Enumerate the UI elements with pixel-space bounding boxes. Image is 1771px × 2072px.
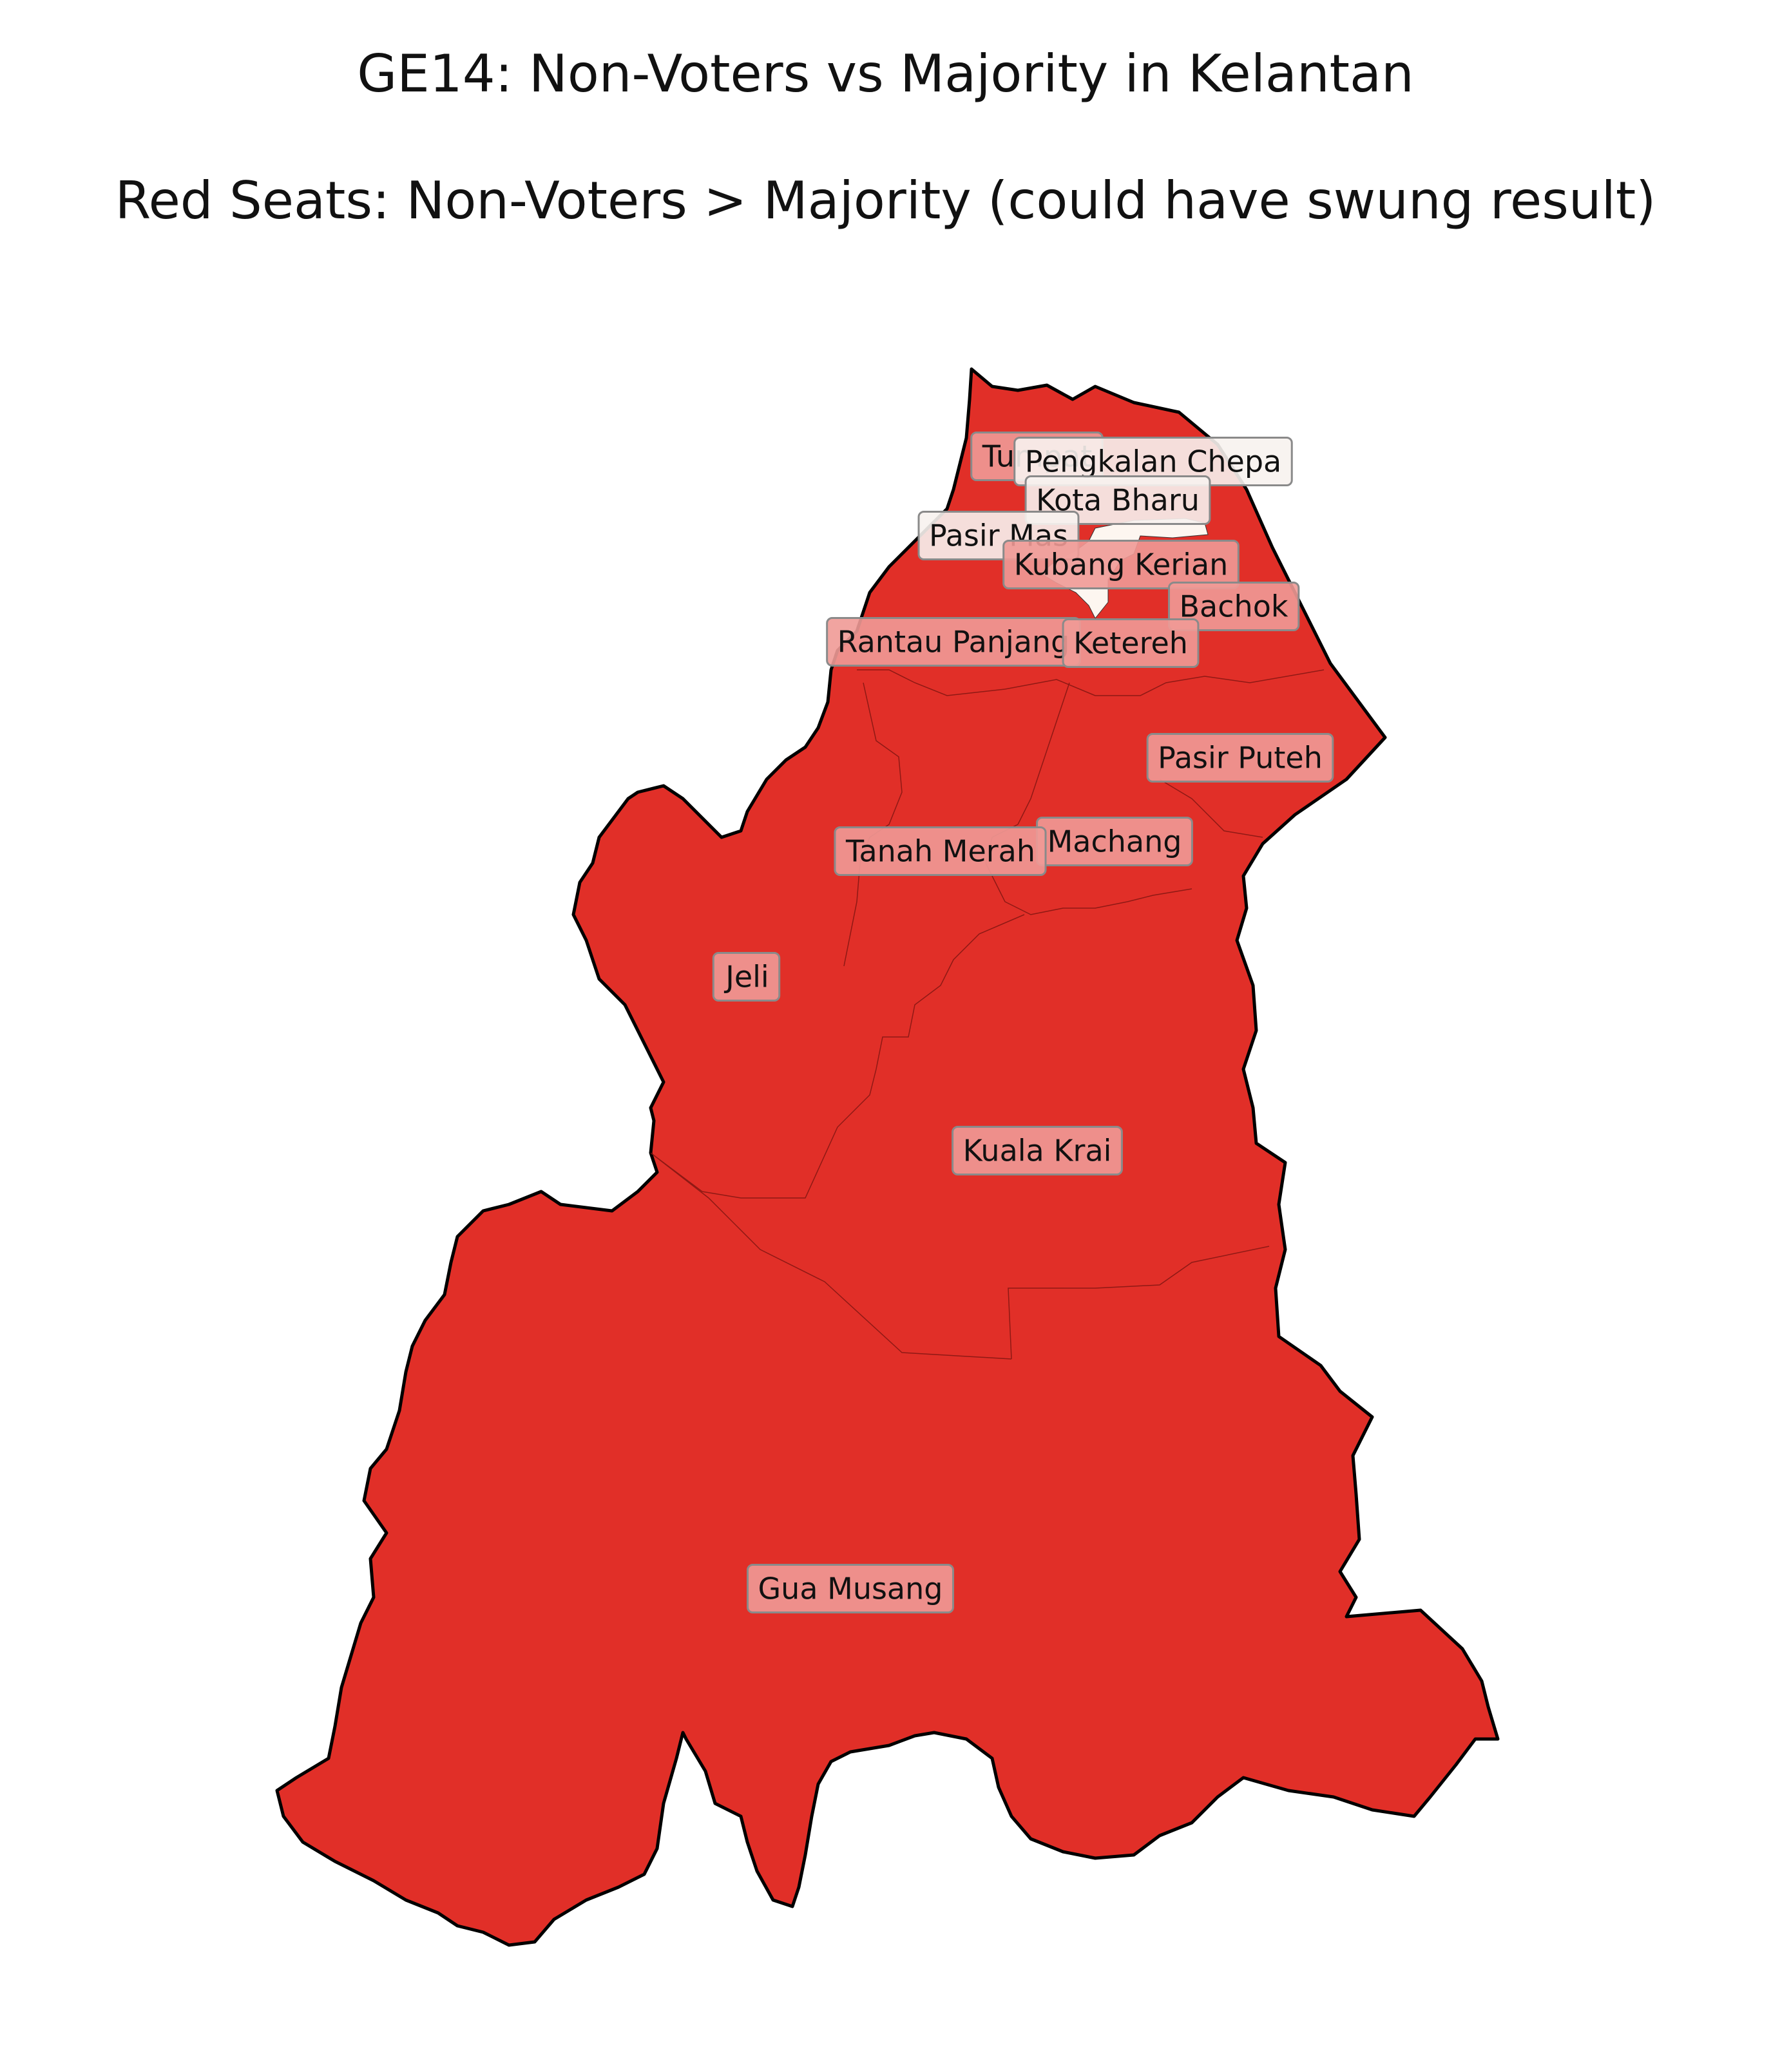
seat-label-machang: Machang (1036, 817, 1193, 866)
seat-label-jeli: Jeli (712, 952, 781, 1002)
seat-label-box (1062, 618, 1200, 668)
seat-label-box (1146, 733, 1334, 783)
seat-label-rantau-panjang: Rantau Panjang (826, 617, 1081, 667)
seat-label-text: Pengkalan Chepa (1025, 444, 1281, 479)
seat-label-pasir-puteh: Pasir Puteh (1146, 733, 1334, 783)
seat-label-text: Kuala Krai (963, 1134, 1112, 1168)
seat-label-box (834, 826, 1047, 876)
seat-label-kubang-kerian: Kubang Kerian (1002, 540, 1240, 589)
seat-label-box (952, 1126, 1123, 1175)
seat-label-text: Jeli (723, 960, 769, 994)
seat-label-text: Bachok (1180, 589, 1288, 624)
seat-label-box (712, 952, 781, 1002)
seat-label-box (1168, 582, 1300, 631)
seat-label-box (747, 1564, 954, 1613)
kelantan-state-shape (275, 367, 1500, 1947)
seat-label-box (1002, 540, 1240, 589)
seat-label-text: Pasir Puteh (1158, 741, 1323, 775)
seat-label-text: Ketereh (1073, 626, 1188, 661)
seat-label-text: Tanah Merah (845, 834, 1035, 869)
seat-label-kuala-krai: Kuala Krai (952, 1126, 1123, 1175)
seat-label-tanah-merah: Tanah Merah (834, 826, 1047, 876)
seat-label-text: Rantau Panjang (838, 625, 1070, 660)
seat-label-gua-musang: Gua Musang (747, 1564, 954, 1613)
seat-label-ketereh: Ketereh (1062, 618, 1200, 668)
seat-label-text: Machang (1048, 824, 1182, 859)
seat-label-pengkalan-chepa: Pengkalan Chepa (1013, 437, 1293, 486)
seat-label-bachok: Bachok (1168, 582, 1300, 631)
seat-label-text: Kubang Kerian (1014, 547, 1229, 582)
map-title: GE14: Non-Voters vs Majority in Kelantan (357, 44, 1414, 104)
seat-label-text: Gua Musang (758, 1572, 943, 1606)
map-subtitle: Red Seats: Non-Voters > Majority (could … (115, 171, 1656, 231)
